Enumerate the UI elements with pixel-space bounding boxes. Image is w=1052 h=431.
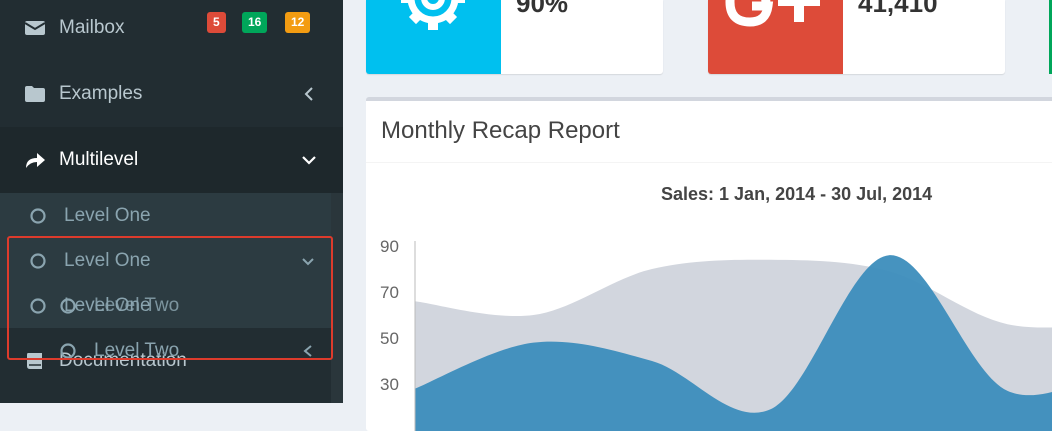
sidebar-item-label: Documentation <box>59 350 187 371</box>
circle-icon <box>59 297 77 315</box>
tree-item-label-overlap: Level One <box>64 294 151 316</box>
info-box-number: 41,410 <box>858 0 938 18</box>
tree-item-label: Level Two <box>94 339 180 361</box>
sidebar-item-mailbox[interactable]: Mailbox 5 16 12 <box>0 0 343 61</box>
chevron-down-icon <box>300 151 318 169</box>
chevron-left-icon <box>300 343 316 359</box>
info-box-icon-bg <box>708 0 843 74</box>
tree-item-label: Level Two <box>94 294 180 316</box>
report-title: Monthly Recap Report <box>381 117 620 144</box>
mailbox-badge-red: 5 <box>207 12 226 33</box>
sidebar: Mailbox 5 16 12 Examples Multilevel Docu… <box>0 0 343 403</box>
chevron-left-icon <box>300 85 318 103</box>
info-box-number: 90% <box>516 0 569 18</box>
tree-item-label: Level One <box>64 249 151 271</box>
tree-item-level-two[interactable]: Level One Level Two <box>0 283 331 328</box>
y-tick-label: 70 <box>380 283 399 302</box>
envelope-icon <box>24 17 46 39</box>
tree-item-label: Level One <box>64 204 151 226</box>
info-box-edge-green <box>1049 0 1052 74</box>
tree-item-level-one-expandable[interactable]: Level One <box>0 238 331 283</box>
sidebar-item-multilevel[interactable]: Multilevel <box>0 127 343 193</box>
report-header: Monthly Recap Report <box>366 101 1052 163</box>
sales-chart: 90 70 50 30 <box>380 237 1052 431</box>
y-tick-label: 50 <box>380 329 399 348</box>
sidebar-item-label: Mailbox <box>59 17 125 38</box>
series-area-1 <box>415 255 1052 431</box>
info-box-icon-bg <box>366 0 501 74</box>
google-plus-icon <box>725 0 820 27</box>
sidebar-item-label: Examples <box>59 83 143 104</box>
tree-item-level-two-b[interactable]: Level Two <box>0 328 331 373</box>
circle-icon <box>29 297 47 315</box>
mailbox-badge-green: 16 <box>242 12 268 33</box>
y-tick-label: 90 <box>380 237 399 256</box>
info-box-settings: 90% <box>366 0 663 74</box>
book-icon <box>24 350 46 372</box>
sidebar-item-documentation[interactable]: Documentation <box>0 328 343 394</box>
sidebar-item-label: Multilevel <box>59 149 139 170</box>
circle-icon <box>29 252 47 270</box>
chevron-down-icon <box>300 253 316 269</box>
info-box-google-plus: 41,410 <box>708 0 1005 74</box>
gear-icon <box>401 0 465 30</box>
circle-icon <box>29 207 47 225</box>
treeview-menu: Level One Level One Level One Level Two <box>0 193 331 328</box>
tree-item-level-one[interactable]: Level One <box>0 193 331 238</box>
chart-title: Sales: 1 Jan, 2014 - 30 Jul, 2014 <box>661 184 933 204</box>
folder-icon <box>24 83 46 105</box>
circle-icon <box>59 342 77 360</box>
sidebar-scrollbar[interactable] <box>331 193 343 403</box>
monthly-recap-report: Monthly Recap Report 90 70 50 30 Sales: 1 J… <box>366 97 1052 431</box>
sidebar-item-examples[interactable]: Examples <box>0 61 343 127</box>
share-icon <box>24 149 46 171</box>
mailbox-badge-orange: 12 <box>285 12 311 33</box>
y-tick-label: 30 <box>380 375 399 394</box>
